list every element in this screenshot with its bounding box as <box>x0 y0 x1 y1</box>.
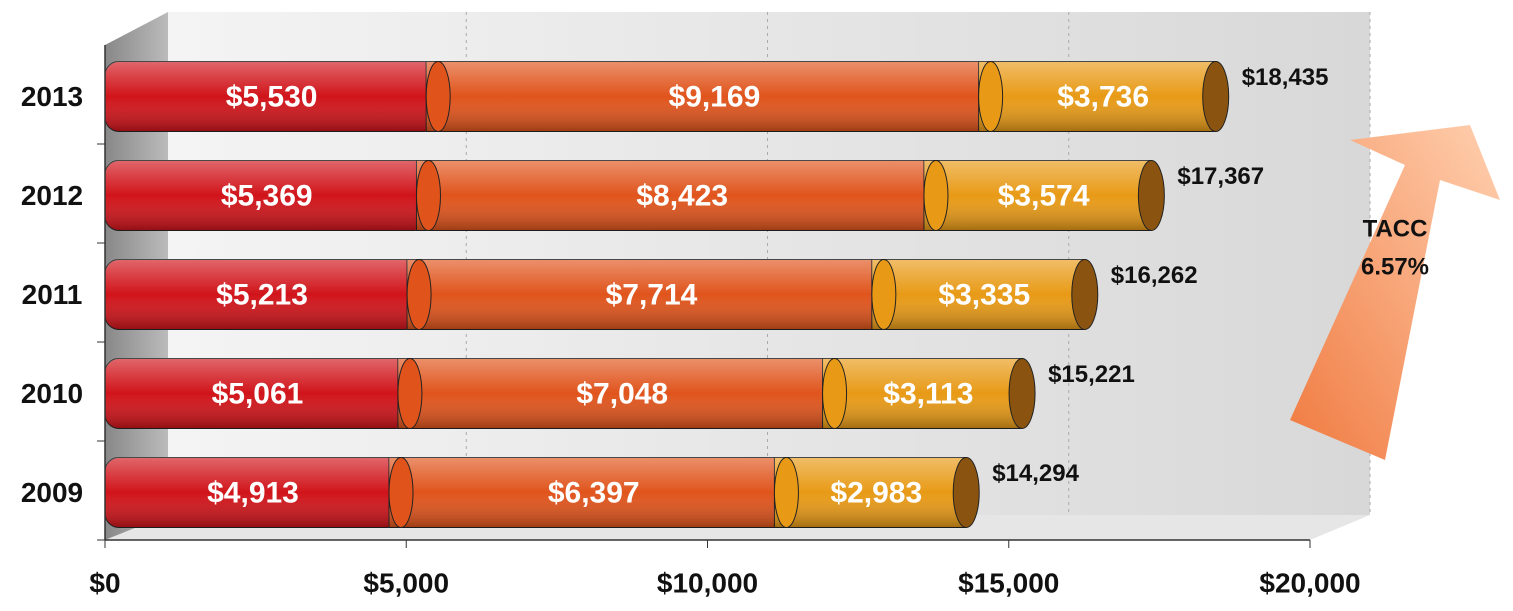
annotation: TACC <box>1363 215 1428 242</box>
bar-joint <box>822 358 848 429</box>
bar-segment-group: $5,369 <box>104 160 429 231</box>
bar-segment-group: $5,061 <box>104 358 411 429</box>
value-label: $3,574 <box>998 179 1090 212</box>
bar-shade <box>923 160 1152 231</box>
value-label: $7,714 <box>606 278 698 311</box>
bar-cap <box>1008 358 1036 429</box>
x-tick-label: $20,000 <box>1259 567 1360 598</box>
bar-segment-group: $4,913 <box>104 457 402 528</box>
y-tick-label: 2009 <box>21 477 83 508</box>
value-label: $7,048 <box>576 377 668 410</box>
value-label: $3,113 <box>883 377 973 410</box>
value-label: $5,061 <box>212 377 304 410</box>
total-label: $14,294 <box>992 460 1079 487</box>
bar-segment-group: $3,736 <box>978 61 1217 132</box>
bar-shade <box>871 259 1085 330</box>
y-tick-label: 2011 <box>22 279 83 310</box>
bar-segment-group: $8,423 <box>415 160 937 231</box>
value-label: $2,983 <box>830 476 922 509</box>
bar-segment-group: $3,113 <box>822 358 1023 429</box>
value-label: $5,530 <box>226 80 318 113</box>
bar-segment-group: $5,530 <box>104 61 439 132</box>
bar-segment-group: $6,397 <box>388 457 787 528</box>
value-label: $5,213 <box>216 278 308 311</box>
bar-segment-group: $2,983 <box>773 457 967 528</box>
x-tick-label: $5,000 <box>363 567 449 598</box>
bar-shade <box>426 61 991 132</box>
bar-shade <box>822 358 1023 429</box>
bar-shade <box>105 358 410 429</box>
bar-shade <box>416 160 936 231</box>
value-label: $4,913 <box>207 476 299 509</box>
bar-joint <box>871 259 897 330</box>
growth-arrow <box>1290 125 1500 460</box>
total-label: $16,262 <box>1111 262 1198 289</box>
bar-shade <box>397 358 835 429</box>
value-label: $3,335 <box>938 278 1030 311</box>
bar-segment-group: $7,048 <box>397 358 836 429</box>
bar-shade <box>105 160 429 231</box>
bar-shade <box>389 457 787 528</box>
bar-cap <box>1202 61 1230 132</box>
total-label: $17,367 <box>1177 163 1264 190</box>
bar-joint <box>773 457 799 528</box>
value-label: $6,397 <box>548 476 640 509</box>
bar-shade <box>105 61 439 132</box>
x-tick-label: $10,000 <box>657 567 758 598</box>
bar-shade <box>105 457 402 528</box>
value-label: $8,423 <box>636 179 728 212</box>
bar-joint <box>406 259 432 330</box>
bar-shade <box>774 457 967 528</box>
bar-segment-group: $7,714 <box>406 259 885 330</box>
x-tick-label: $0 <box>89 567 120 598</box>
x-tick-label: $15,000 <box>958 567 1059 598</box>
bar-shade <box>407 259 884 330</box>
annotation: 6.57% <box>1361 253 1429 280</box>
value-label: $5,369 <box>221 179 313 212</box>
bar-cap <box>1071 259 1099 330</box>
total-label: $18,435 <box>1242 64 1329 91</box>
value-label: $9,169 <box>669 80 761 113</box>
y-tick-label: 2013 <box>21 81 83 112</box>
y-tick-label: 2012 <box>21 180 83 211</box>
bar-joint <box>397 358 423 429</box>
y-tick-label: 2010 <box>21 378 83 409</box>
bar-shade <box>978 61 1216 132</box>
bar-segment-group: $5,213 <box>104 259 420 330</box>
value-label: $3,736 <box>1057 80 1149 113</box>
total-label: $15,221 <box>1048 361 1135 388</box>
bar-cap <box>1137 160 1165 231</box>
bar-segment-group: $9,169 <box>425 61 992 132</box>
bar-shade <box>105 259 420 330</box>
bar-segment-group: $3,335 <box>871 259 1086 330</box>
bar-joint <box>978 61 1004 132</box>
bar-cap <box>952 457 980 528</box>
bar-joint <box>425 61 451 132</box>
bar-joint <box>388 457 414 528</box>
bar-joint <box>415 160 441 231</box>
bar-joint <box>923 160 949 231</box>
bar-segment-group: $3,574 <box>923 160 1152 231</box>
